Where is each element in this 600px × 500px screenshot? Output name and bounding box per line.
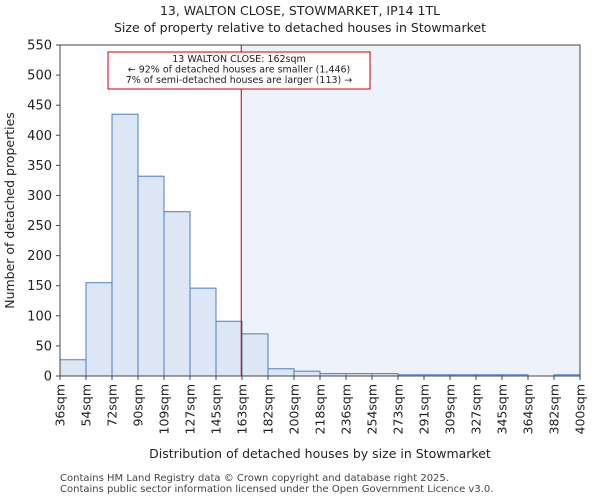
x-tick-label: 218sqm: [313, 384, 328, 434]
bar-145sqm: [215, 320, 243, 377]
x-tick-label: 163sqm: [235, 384, 250, 434]
y-tick-label: 100: [27, 309, 52, 324]
y-tick-label: 500: [27, 69, 52, 84]
x-axis-label: Distribution of detached houses by size …: [149, 446, 491, 461]
bar-200sqm: [293, 370, 321, 377]
y-tick-label: 300: [27, 189, 52, 204]
x-tick-label: 254sqm: [365, 384, 380, 434]
annotation-line-2: ← 92% of detached houses are smaller (1,…: [128, 65, 351, 76]
x-tick-label: 309sqm: [443, 384, 458, 434]
bar-90sqm: [137, 175, 165, 377]
x-tick-label: 182sqm: [261, 384, 276, 434]
x-tick-label: 327sqm: [469, 384, 484, 434]
y-tick-label: 450: [27, 99, 52, 114]
x-tick-label: 400sqm: [573, 384, 588, 434]
annotation-border: [107, 51, 371, 90]
y-tick-label: 250: [27, 219, 52, 234]
footer-licence: Contains public sector information licen…: [60, 484, 494, 495]
x-tick-label: 200sqm: [287, 384, 302, 434]
chart-subtitle: Size of property relative to detached ho…: [114, 20, 486, 35]
x-tick-label: 72sqm: [105, 384, 120, 427]
x-tick-label: 273sqm: [391, 384, 406, 434]
bar-54sqm: [85, 282, 113, 377]
chart-title: 13, WALTON CLOSE, STOWMARKET, IP14 1TL: [159, 3, 441, 18]
x-tick-label: 54sqm: [79, 384, 94, 427]
y-tick-label: 0: [44, 370, 52, 385]
x-tick-label: 364sqm: [521, 384, 536, 434]
highlight-region: [241, 45, 580, 376]
x-tick-label: 109sqm: [157, 384, 172, 434]
x-tick-group: 36sqm 54sqm 72sqm 90sqm 109sqm 127sqm 145sqm 16…: [53, 376, 588, 434]
y-tick-label: 550: [27, 39, 52, 54]
y-tick-label: 50: [35, 339, 52, 354]
bar-182sqm: [267, 368, 295, 377]
x-tick-label: 236sqm: [339, 384, 354, 434]
y-tick-label: 150: [27, 279, 52, 294]
y-tick-label: 200: [27, 249, 52, 264]
annotation-box: 13 WALTON CLOSE: 162sqm ← 92% of detache…: [107, 51, 371, 90]
bar-group: [59, 113, 581, 377]
bar-36sqm: [59, 359, 87, 377]
annotation-line-3: 7% of semi-detached houses are larger (1…: [126, 75, 353, 86]
x-tick-label: 345sqm: [495, 384, 510, 434]
bar-127sqm: [189, 287, 217, 377]
y-tick-label: 350: [27, 159, 52, 174]
annotation-line-1: 13 WALTON CLOSE: 162sqm: [172, 54, 306, 65]
x-tick-label: 90sqm: [131, 384, 146, 427]
y-axis-label: Number of detached properties: [2, 112, 17, 309]
x-tick-label: 382sqm: [547, 384, 562, 434]
y-tick-group: 0 50 100 150 200 250 300 350 400 450 500 550: [27, 39, 60, 385]
x-tick-label: 145sqm: [209, 384, 224, 434]
x-tick-label: 127sqm: [183, 384, 198, 434]
x-tick-label: 36sqm: [53, 384, 68, 427]
bar-163sqm: [241, 333, 269, 377]
bar-72sqm: [111, 113, 139, 377]
y-tick-label: 400: [27, 129, 52, 144]
footer-copyright: Contains HM Land Registry data © Crown c…: [60, 473, 449, 484]
bar-109sqm: [163, 211, 191, 377]
x-tick-label: 291sqm: [417, 384, 432, 434]
